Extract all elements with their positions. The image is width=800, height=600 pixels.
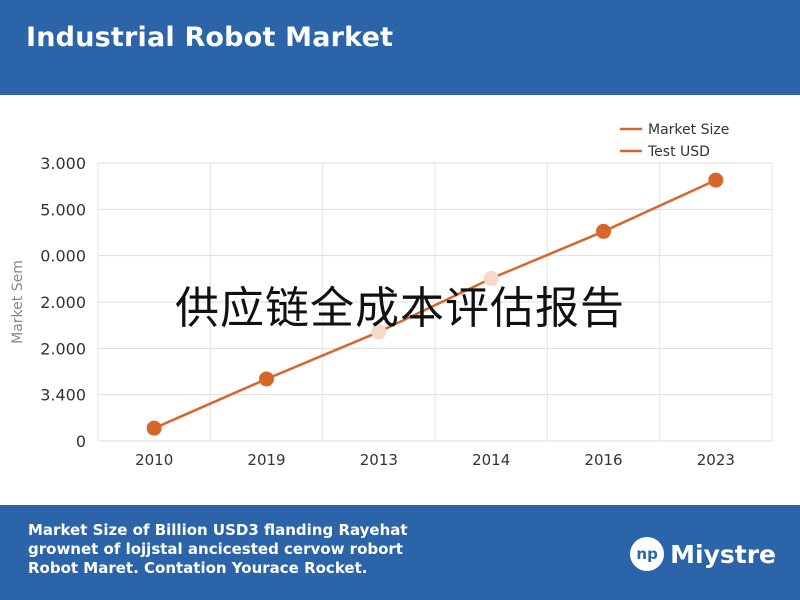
- data-point: [708, 172, 724, 188]
- caption-line: Robot Maret. Contation Yourace Rocket.: [28, 559, 368, 577]
- y-tick-label: 3.000: [40, 154, 86, 173]
- y-axis-label: Market Sem: [10, 260, 26, 344]
- y-tick-label: 0: [76, 432, 86, 451]
- data-point: [483, 270, 499, 286]
- x-tick-label: 2019: [247, 451, 285, 469]
- x-tick-label: 2013: [360, 451, 398, 469]
- caption-line: Market Size of Billion USD3 flanding Ray…: [28, 521, 408, 539]
- x-tick-label: 2014: [472, 451, 510, 469]
- y-tick-label: 0.000: [40, 247, 86, 266]
- y-tick-label: 3.400: [40, 386, 86, 405]
- page-title: Industrial Robot Market: [26, 22, 394, 53]
- y-tick-label: 5.000: [40, 200, 86, 219]
- y-tick-label: 2.000: [40, 339, 86, 358]
- series-line: [153, 178, 717, 430]
- data-point: [146, 420, 162, 436]
- x-tick-label: 2010: [135, 451, 173, 469]
- data-point: [259, 371, 274, 387]
- line-chart: 3.000 5.000 0.000 2.000 2.000 3.400 0 2010 2019 2…: [10, 122, 773, 469]
- overlay-text: 供应链全成本评估报告: [175, 283, 625, 334]
- data-point: [596, 223, 611, 239]
- header-bar: Industrial Robot Market: [0, 0, 800, 95]
- footer-caption: Market Size of Billion USD3 flanding Ray…: [28, 521, 408, 578]
- brand-logo: np Miystre: [630, 537, 776, 571]
- footer-bar: Market Size of Billion USD3 flanding Ray…: [0, 505, 800, 600]
- x-tick-label: 2023: [697, 451, 735, 469]
- data-point: [371, 324, 387, 340]
- brand-name: Miystre: [670, 539, 776, 569]
- chart-area: 3.000 5.000 0.000 2.000 2.000 3.400 0 2010 2019 2…: [0, 95, 800, 505]
- legend-label: Test USD: [647, 144, 710, 160]
- caption-line: grownet of lojjstal ancicested cervow ro…: [28, 540, 403, 558]
- y-tick-label: 2.000: [40, 293, 86, 312]
- x-tick-label: 2016: [584, 451, 622, 469]
- brand-icon: np: [630, 537, 665, 571]
- legend-label: Market Size: [648, 122, 729, 138]
